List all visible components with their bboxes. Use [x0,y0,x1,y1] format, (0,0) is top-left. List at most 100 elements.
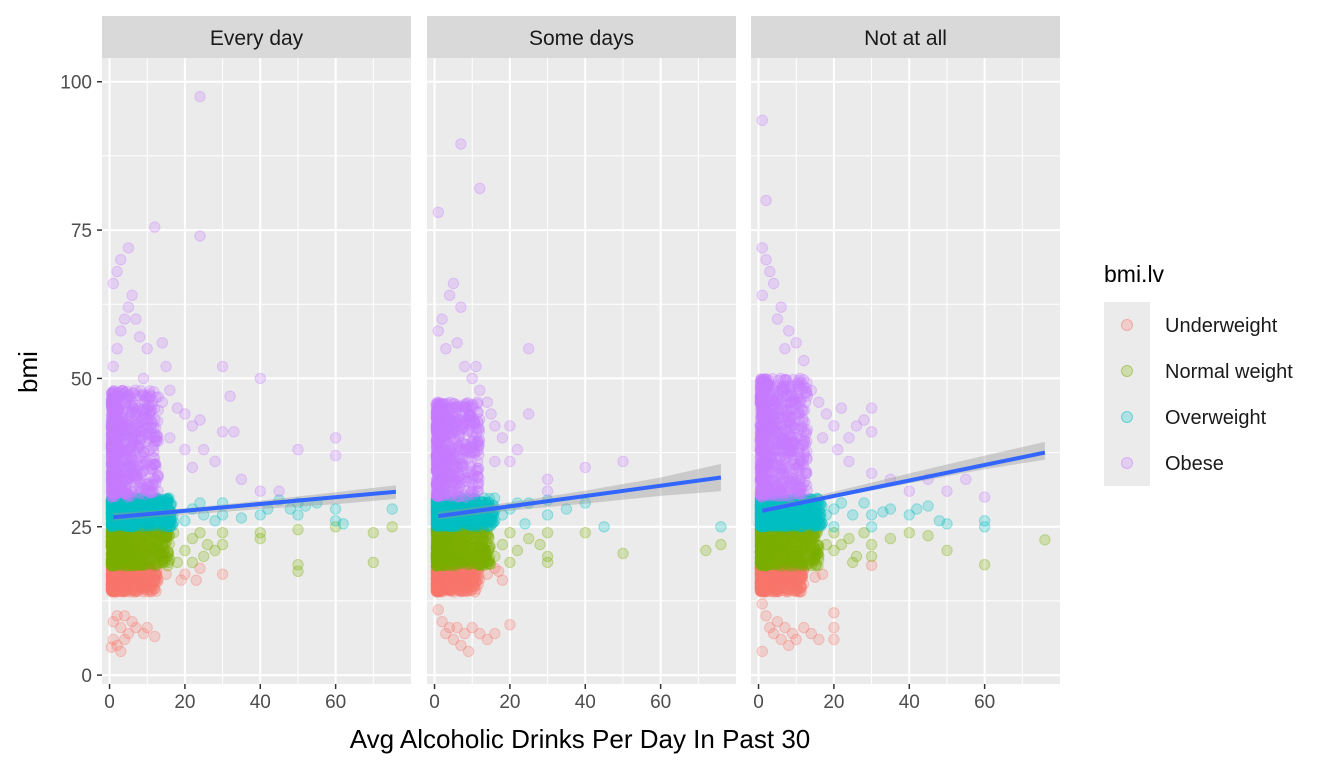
data-point [112,475,124,487]
data-point [132,567,144,580]
data-point [109,563,121,576]
data-point [107,576,119,588]
data-point [126,566,138,578]
data-point [386,503,398,515]
data-point [156,396,169,408]
data-point [105,569,118,581]
data-point [141,567,153,579]
data-point [105,536,118,549]
data-point [147,580,159,593]
data-point [153,527,166,539]
data-point [109,586,122,598]
data-point [511,443,524,456]
data-point [117,563,129,575]
data-point [130,583,142,596]
data-point [107,577,120,590]
data-point [433,407,446,419]
data-point [108,565,120,578]
data-point [108,569,121,582]
data-point [143,584,155,596]
data-point [109,553,122,566]
data-point [138,403,150,415]
facet-strip-label: Not at all [864,27,947,50]
data-point [105,580,118,592]
data-point [107,577,119,589]
data-point [130,413,143,426]
data-point [107,522,120,535]
data-point [107,574,119,586]
data-point [123,575,136,588]
data-point [133,566,146,578]
data-point [141,343,153,355]
data-point [129,561,141,573]
data-point [113,574,126,587]
data-point [138,573,151,585]
data-point [107,566,120,578]
data-point [142,586,154,598]
data-point [109,565,121,577]
x-tick-label: 60 [325,692,346,713]
data-point [119,580,131,593]
data-point [109,568,122,580]
data-point [108,582,120,595]
data-point [134,565,146,577]
data-point [146,562,158,574]
data-point [489,627,501,640]
data-point [129,471,142,483]
data-point [186,461,199,474]
data-point [125,569,137,581]
data-point [114,570,126,583]
data-point [109,560,122,573]
data-point [130,543,142,555]
data-point [118,633,131,646]
data-point [198,443,210,456]
data-point [107,584,120,596]
data-point [108,579,121,591]
data-point [122,549,135,561]
data-point [105,562,118,574]
data-point [127,543,139,555]
data-point [120,566,132,578]
data-point [105,561,118,574]
data-point [113,563,125,575]
data-point [107,553,119,565]
data-point [216,568,229,580]
data-point [142,565,155,577]
data-point [465,519,477,532]
y-tick-label: 0 [81,666,92,687]
data-point [110,576,122,588]
data-point [141,567,154,579]
data-point [110,575,123,587]
data-point [126,575,139,588]
data-point [118,579,130,591]
data-point [114,573,126,585]
data-point [121,561,133,574]
data-point [149,221,161,233]
data-point [108,571,120,583]
data-point [136,569,148,581]
data-point [148,472,160,484]
data-point [122,627,135,640]
data-point [179,408,191,420]
data-point [127,454,139,466]
data-point [194,230,206,242]
data-point [119,534,132,546]
data-point [116,540,128,553]
data-point [134,560,146,572]
data-point [106,563,118,575]
data-point [117,551,130,563]
data-point [106,423,118,435]
data-point [106,565,118,577]
data-point [121,581,133,593]
data-point [123,543,135,556]
data-point [115,585,128,597]
data-point [117,463,129,475]
data-point [126,541,138,554]
data-point [130,563,142,575]
data-point [125,573,137,585]
data-point [190,574,202,586]
data-point [140,558,152,570]
data-point [144,563,157,575]
